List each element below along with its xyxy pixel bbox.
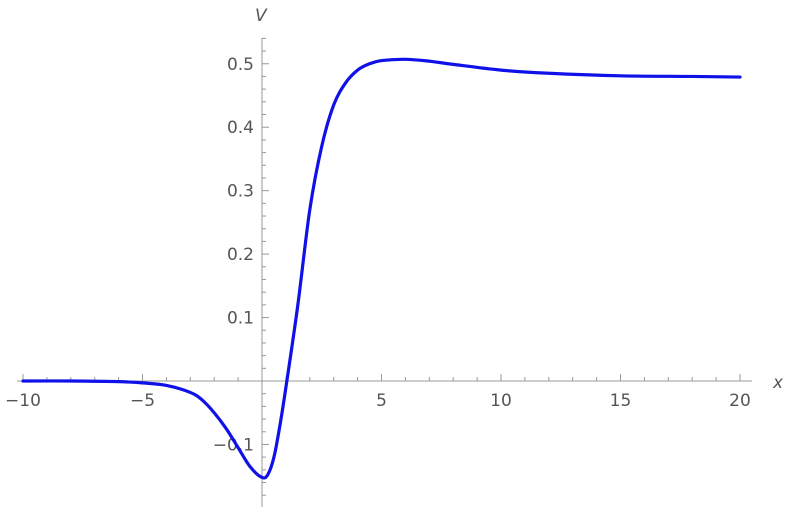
y-tick-label: 0.4: [227, 118, 254, 138]
ticks: [22, 37, 741, 496]
axes: [17, 38, 752, 507]
x-tick-label: 10: [490, 391, 512, 411]
x-tick-label: −10: [5, 391, 41, 411]
y-tick-label: 0.5: [227, 55, 254, 75]
x-tick-label: 15: [610, 391, 632, 411]
series-line: [21, 57, 742, 480]
tick-labels: −10 −5 5 10 15 20 −0.1 0.1 0.2 0.3 0.4 0.5: [5, 55, 751, 456]
x-tick-label: −5: [130, 391, 155, 411]
y-tick-label: 0.2: [227, 245, 254, 265]
y-axis-title: V: [255, 6, 268, 26]
x-tick-label: 5: [376, 391, 387, 411]
y-tick-label: 0.1: [227, 309, 254, 329]
y-tick-label: −0.1: [213, 435, 254, 455]
y-tick-label: 0.3: [227, 182, 254, 202]
x-tick-label: 20: [729, 391, 751, 411]
x-axis-title: x: [772, 373, 784, 393]
